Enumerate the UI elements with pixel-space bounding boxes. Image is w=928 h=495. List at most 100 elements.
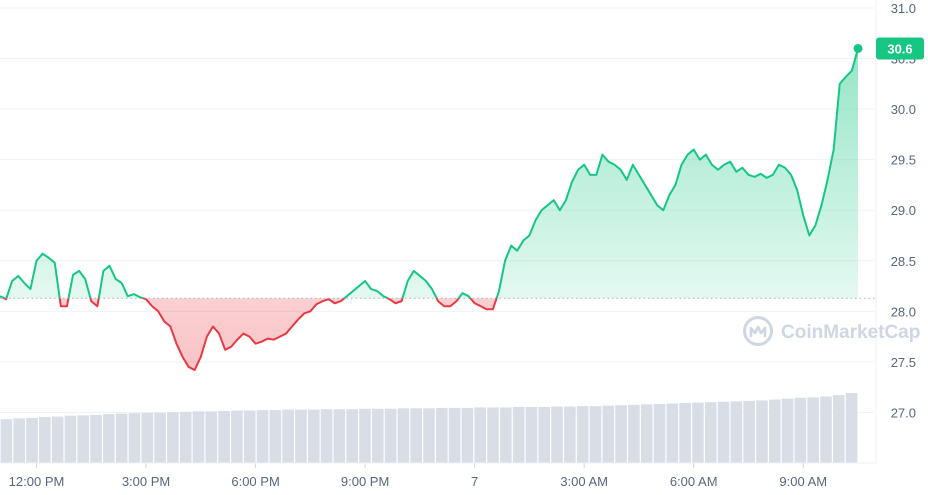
price-line-up [0, 48, 859, 299]
x-tick-label: 6:00 PM [231, 474, 279, 489]
volume-bar [128, 413, 141, 463]
volume-bar [397, 408, 410, 463]
volume-bar [51, 416, 64, 463]
last-price-badge: 30.6 [876, 37, 924, 60]
volume-bar [564, 406, 576, 463]
volume-bar [359, 408, 371, 463]
volume-bar [704, 402, 717, 463]
volume-bar [500, 407, 512, 463]
price-line [0, 48, 859, 371]
area-below-baseline [0, 298, 858, 370]
volume-bar [192, 411, 205, 463]
volume-bar [487, 407, 499, 463]
volume-bar [602, 405, 615, 463]
volume-bar [231, 410, 243, 463]
y-tick-label: 28.5 [891, 254, 916, 269]
watermark-text: CoinMarketCap [781, 322, 920, 343]
volume-bar [692, 402, 704, 463]
volume-bar [832, 395, 845, 463]
volume-bar [154, 412, 166, 463]
volume-bar [551, 406, 563, 463]
volume-bar [589, 406, 602, 463]
volume-bar [371, 408, 384, 463]
volume-bar [525, 407, 538, 463]
y-tick-label: 31.0 [891, 1, 916, 16]
volume-bar [179, 411, 192, 463]
last-price-point [853, 43, 863, 53]
volume-bar [320, 409, 333, 463]
x-tick-label: 3:00 PM [122, 474, 170, 489]
volume-bar [282, 409, 294, 463]
y-tick-label: 29.0 [891, 203, 916, 218]
volume-bar [218, 410, 230, 463]
volume-bar [717, 401, 730, 463]
price-line-down [1, 298, 498, 371]
volume-bar [512, 407, 525, 463]
x-tick-label: 9:00 AM [779, 474, 827, 489]
volume-bar [256, 410, 269, 463]
volume-bar [436, 407, 448, 463]
volume-bar [141, 412, 154, 463]
y-tick-label: 27.5 [891, 355, 916, 370]
x-axis: 12:00 PM 3:00 PM 6:00 PM 9:00 PM 7 3:00 AM 6:0… [0, 462, 876, 489]
y-axis: 27.027.528.028.529.029.530.030.531.0 [891, 1, 916, 420]
x-tick-label: 12:00 PM [9, 474, 65, 489]
y-tick-label: 28.0 [891, 304, 916, 319]
volume-bar [90, 414, 102, 463]
volume-bar [115, 413, 128, 463]
volume-bar [820, 396, 832, 463]
volume-bar [64, 415, 77, 463]
volume-bar [794, 397, 807, 463]
y-tick-label: 29.5 [891, 153, 916, 168]
x-tick-label: 9:00 PM [341, 474, 389, 489]
area-above-baseline [0, 48, 858, 299]
volume-bar [640, 404, 653, 463]
volume-bar [39, 417, 51, 463]
volume-bar [730, 401, 743, 463]
volume-bar [77, 415, 90, 463]
volume-bar [461, 407, 474, 463]
price-area [0, 48, 858, 370]
volume-bar [333, 409, 346, 463]
x-tick-label: 6:00 AM [670, 474, 718, 489]
x-tick-label: 3:00 AM [560, 474, 608, 489]
coinmarketcap-logo-icon [743, 316, 773, 346]
volume-bar [269, 410, 282, 463]
volume-bar [448, 407, 461, 463]
last-price-label: 30.6 [887, 41, 912, 56]
volume-bar [346, 409, 358, 463]
volume-bar [615, 405, 627, 463]
volume-bar [781, 398, 794, 463]
volume-bar [384, 408, 397, 463]
volume-bar [666, 403, 679, 463]
volume-bar [538, 407, 551, 463]
volume-bar [13, 418, 26, 463]
volume-bar [768, 399, 781, 463]
volume-bar [807, 397, 819, 463]
volume-bar [679, 403, 691, 463]
volume-bar [26, 417, 38, 463]
volume-bar [576, 406, 589, 463]
volume-bar [410, 408, 422, 463]
y-tick-label: 30.0 [891, 102, 916, 117]
volume-bar [628, 404, 640, 463]
volume-bar [243, 410, 256, 463]
volume-bar [103, 414, 115, 463]
volume-bar [295, 409, 307, 463]
volume-bar [653, 403, 666, 463]
y-tick-label: 27.0 [891, 405, 916, 420]
volume-bars [0, 393, 858, 463]
volume-bar [0, 419, 13, 463]
volume-bar [307, 409, 320, 463]
x-tick-label: 7 [471, 474, 478, 489]
watermark: CoinMarketCap [743, 316, 920, 346]
volume-bar [167, 412, 179, 463]
volume-bar [845, 393, 858, 463]
volume-bar [205, 411, 218, 463]
gridlines [0, 0, 877, 463]
volume-bar [743, 400, 755, 463]
volume-bar [474, 407, 487, 463]
volume-bar [756, 400, 768, 463]
